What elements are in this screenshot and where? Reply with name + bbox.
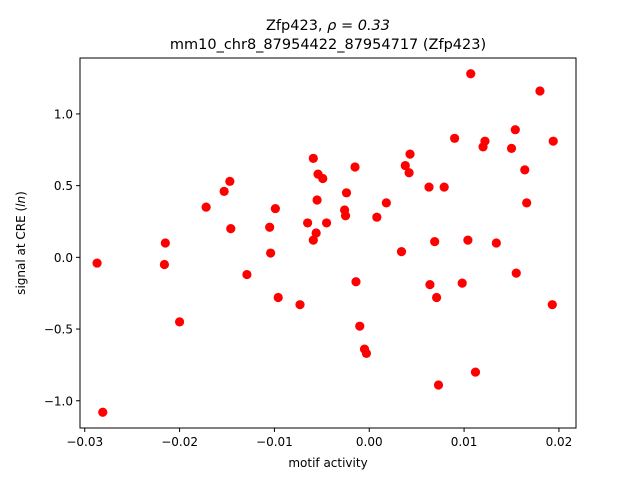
y-tick-label: 1.0 xyxy=(54,107,73,121)
data-point xyxy=(341,188,352,198)
data-point xyxy=(425,279,435,290)
data-point xyxy=(312,195,322,205)
data-point xyxy=(361,348,372,359)
data-point xyxy=(308,235,318,245)
x-axis-label: motif activity xyxy=(288,456,367,470)
data-point xyxy=(351,277,361,287)
data-point xyxy=(311,228,321,238)
data-point xyxy=(308,153,318,163)
data-point xyxy=(265,222,275,232)
data-point xyxy=(439,182,449,192)
data-point xyxy=(318,173,328,184)
data-point xyxy=(303,218,313,228)
data-point xyxy=(522,198,532,208)
data-point xyxy=(463,235,473,245)
data-point xyxy=(270,203,280,214)
data-point xyxy=(433,380,444,390)
y-axis-label-ln: ln xyxy=(14,196,28,207)
data-point xyxy=(506,143,517,153)
x-axis-ticks: −0.03 −0.02 −0.01 0.00 0.01 0.02 xyxy=(66,428,572,449)
x-tick-label: −0.03 xyxy=(66,435,103,449)
data-point xyxy=(92,258,102,268)
data-point xyxy=(159,259,170,270)
data-point xyxy=(548,136,558,146)
data-point xyxy=(547,300,557,310)
data-point xyxy=(404,168,414,178)
data-point xyxy=(396,247,407,257)
data-point xyxy=(466,69,476,79)
data-point xyxy=(266,248,276,258)
x-tick-label: 0.01 xyxy=(451,435,478,449)
x-tick-label: 0.02 xyxy=(546,435,573,449)
y-tick-label: 0.5 xyxy=(54,179,73,193)
data-point xyxy=(201,202,211,212)
data-point xyxy=(400,160,410,171)
y-axis-ticks: −1.0 −0.5 0.0 0.5 1.0 xyxy=(44,107,80,408)
data-point xyxy=(321,218,332,228)
x-tick-label: −0.02 xyxy=(161,435,198,449)
data-point xyxy=(219,186,229,196)
data-point xyxy=(510,125,520,135)
data-points xyxy=(92,69,558,417)
y-tick-label: −0.5 xyxy=(44,323,73,337)
data-point xyxy=(273,292,283,303)
x-tick-label: 0.00 xyxy=(356,435,383,449)
y-axis-label: signal at CRE (ln) xyxy=(14,191,28,295)
y-tick-label: 0.0 xyxy=(54,251,73,265)
plot-frame xyxy=(79,57,577,429)
chart-title-rho: ρ = 0.33 xyxy=(327,18,390,34)
y-tick-label: −1.0 xyxy=(44,394,73,408)
data-point xyxy=(535,86,545,96)
data-point xyxy=(226,224,236,234)
data-point xyxy=(450,133,460,143)
data-point xyxy=(295,300,305,310)
data-point xyxy=(160,238,170,248)
data-point xyxy=(457,278,467,288)
data-point xyxy=(511,268,521,278)
data-point xyxy=(405,149,415,159)
chart-title-line1: Zfp423, ρ = 0.33 xyxy=(266,18,390,34)
data-point xyxy=(98,407,108,417)
data-point xyxy=(381,198,391,208)
data-point xyxy=(424,182,434,192)
data-point xyxy=(431,292,442,303)
data-point xyxy=(520,165,530,175)
data-point xyxy=(174,317,185,327)
data-point xyxy=(372,212,382,222)
data-point xyxy=(340,211,351,221)
data-point xyxy=(470,367,481,377)
data-point xyxy=(491,238,501,248)
data-point xyxy=(242,269,252,280)
x-tick-label: −0.01 xyxy=(256,435,293,449)
data-point xyxy=(350,162,360,172)
data-point xyxy=(480,136,490,146)
data-point xyxy=(225,176,235,186)
chart-title-line2: mm10_chr8_87954422_87954717 (Zfp423) xyxy=(170,37,486,53)
data-point xyxy=(430,236,440,247)
data-point xyxy=(355,321,365,331)
